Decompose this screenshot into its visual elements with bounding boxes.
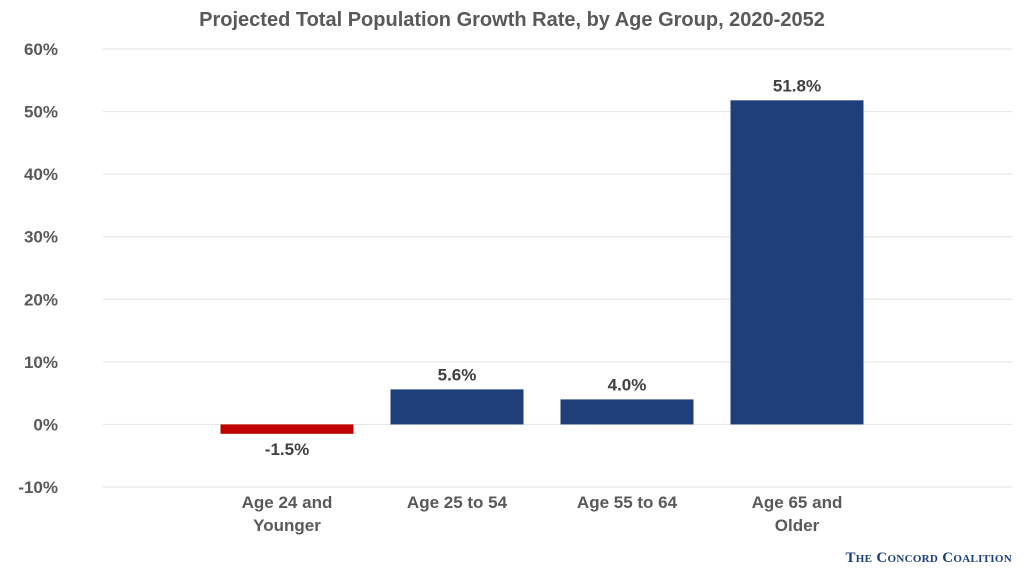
data-label: 51.8%: [773, 76, 821, 95]
bar: [220, 424, 354, 434]
y-tick-label: 40%: [24, 165, 58, 184]
y-tick-label: 50%: [24, 103, 58, 122]
y-tick-label: -10%: [18, 478, 58, 497]
y-tick-label: 10%: [24, 353, 58, 372]
bars: [220, 100, 864, 434]
x-category-label: Age 65 and Older: [752, 493, 843, 535]
data-label: 5.6%: [438, 365, 477, 384]
bar: [560, 399, 694, 425]
source-credit: The Concord Coalition: [845, 550, 1012, 566]
y-tick-label: 0%: [33, 415, 58, 434]
data-labels: -1.5% 5.6% 4.0% 51.8%: [265, 76, 821, 459]
y-axis-ticks: 60% 50% 40% 30% 20% 10% 0% -10%: [18, 40, 58, 497]
data-label: 4.0%: [608, 375, 647, 394]
x-category-label: Age 55 to 64: [577, 493, 678, 512]
gridlines: [103, 48, 1012, 488]
x-axis-categories: Age 24 and Younger Age 25 to 54 Age 55 to 6…: [242, 493, 843, 535]
y-tick-label: 30%: [24, 228, 58, 247]
bar: [730, 100, 864, 425]
y-tick-label: 60%: [24, 40, 58, 59]
chart-title: Projected Total Population Growth Rate, …: [199, 9, 825, 31]
y-tick-label: 20%: [24, 290, 58, 309]
x-category-label: Age 25 to 54: [407, 493, 508, 512]
data-label: -1.5%: [265, 440, 309, 459]
bar: [390, 389, 524, 425]
x-category-label: Age 24 and Younger: [242, 493, 333, 535]
